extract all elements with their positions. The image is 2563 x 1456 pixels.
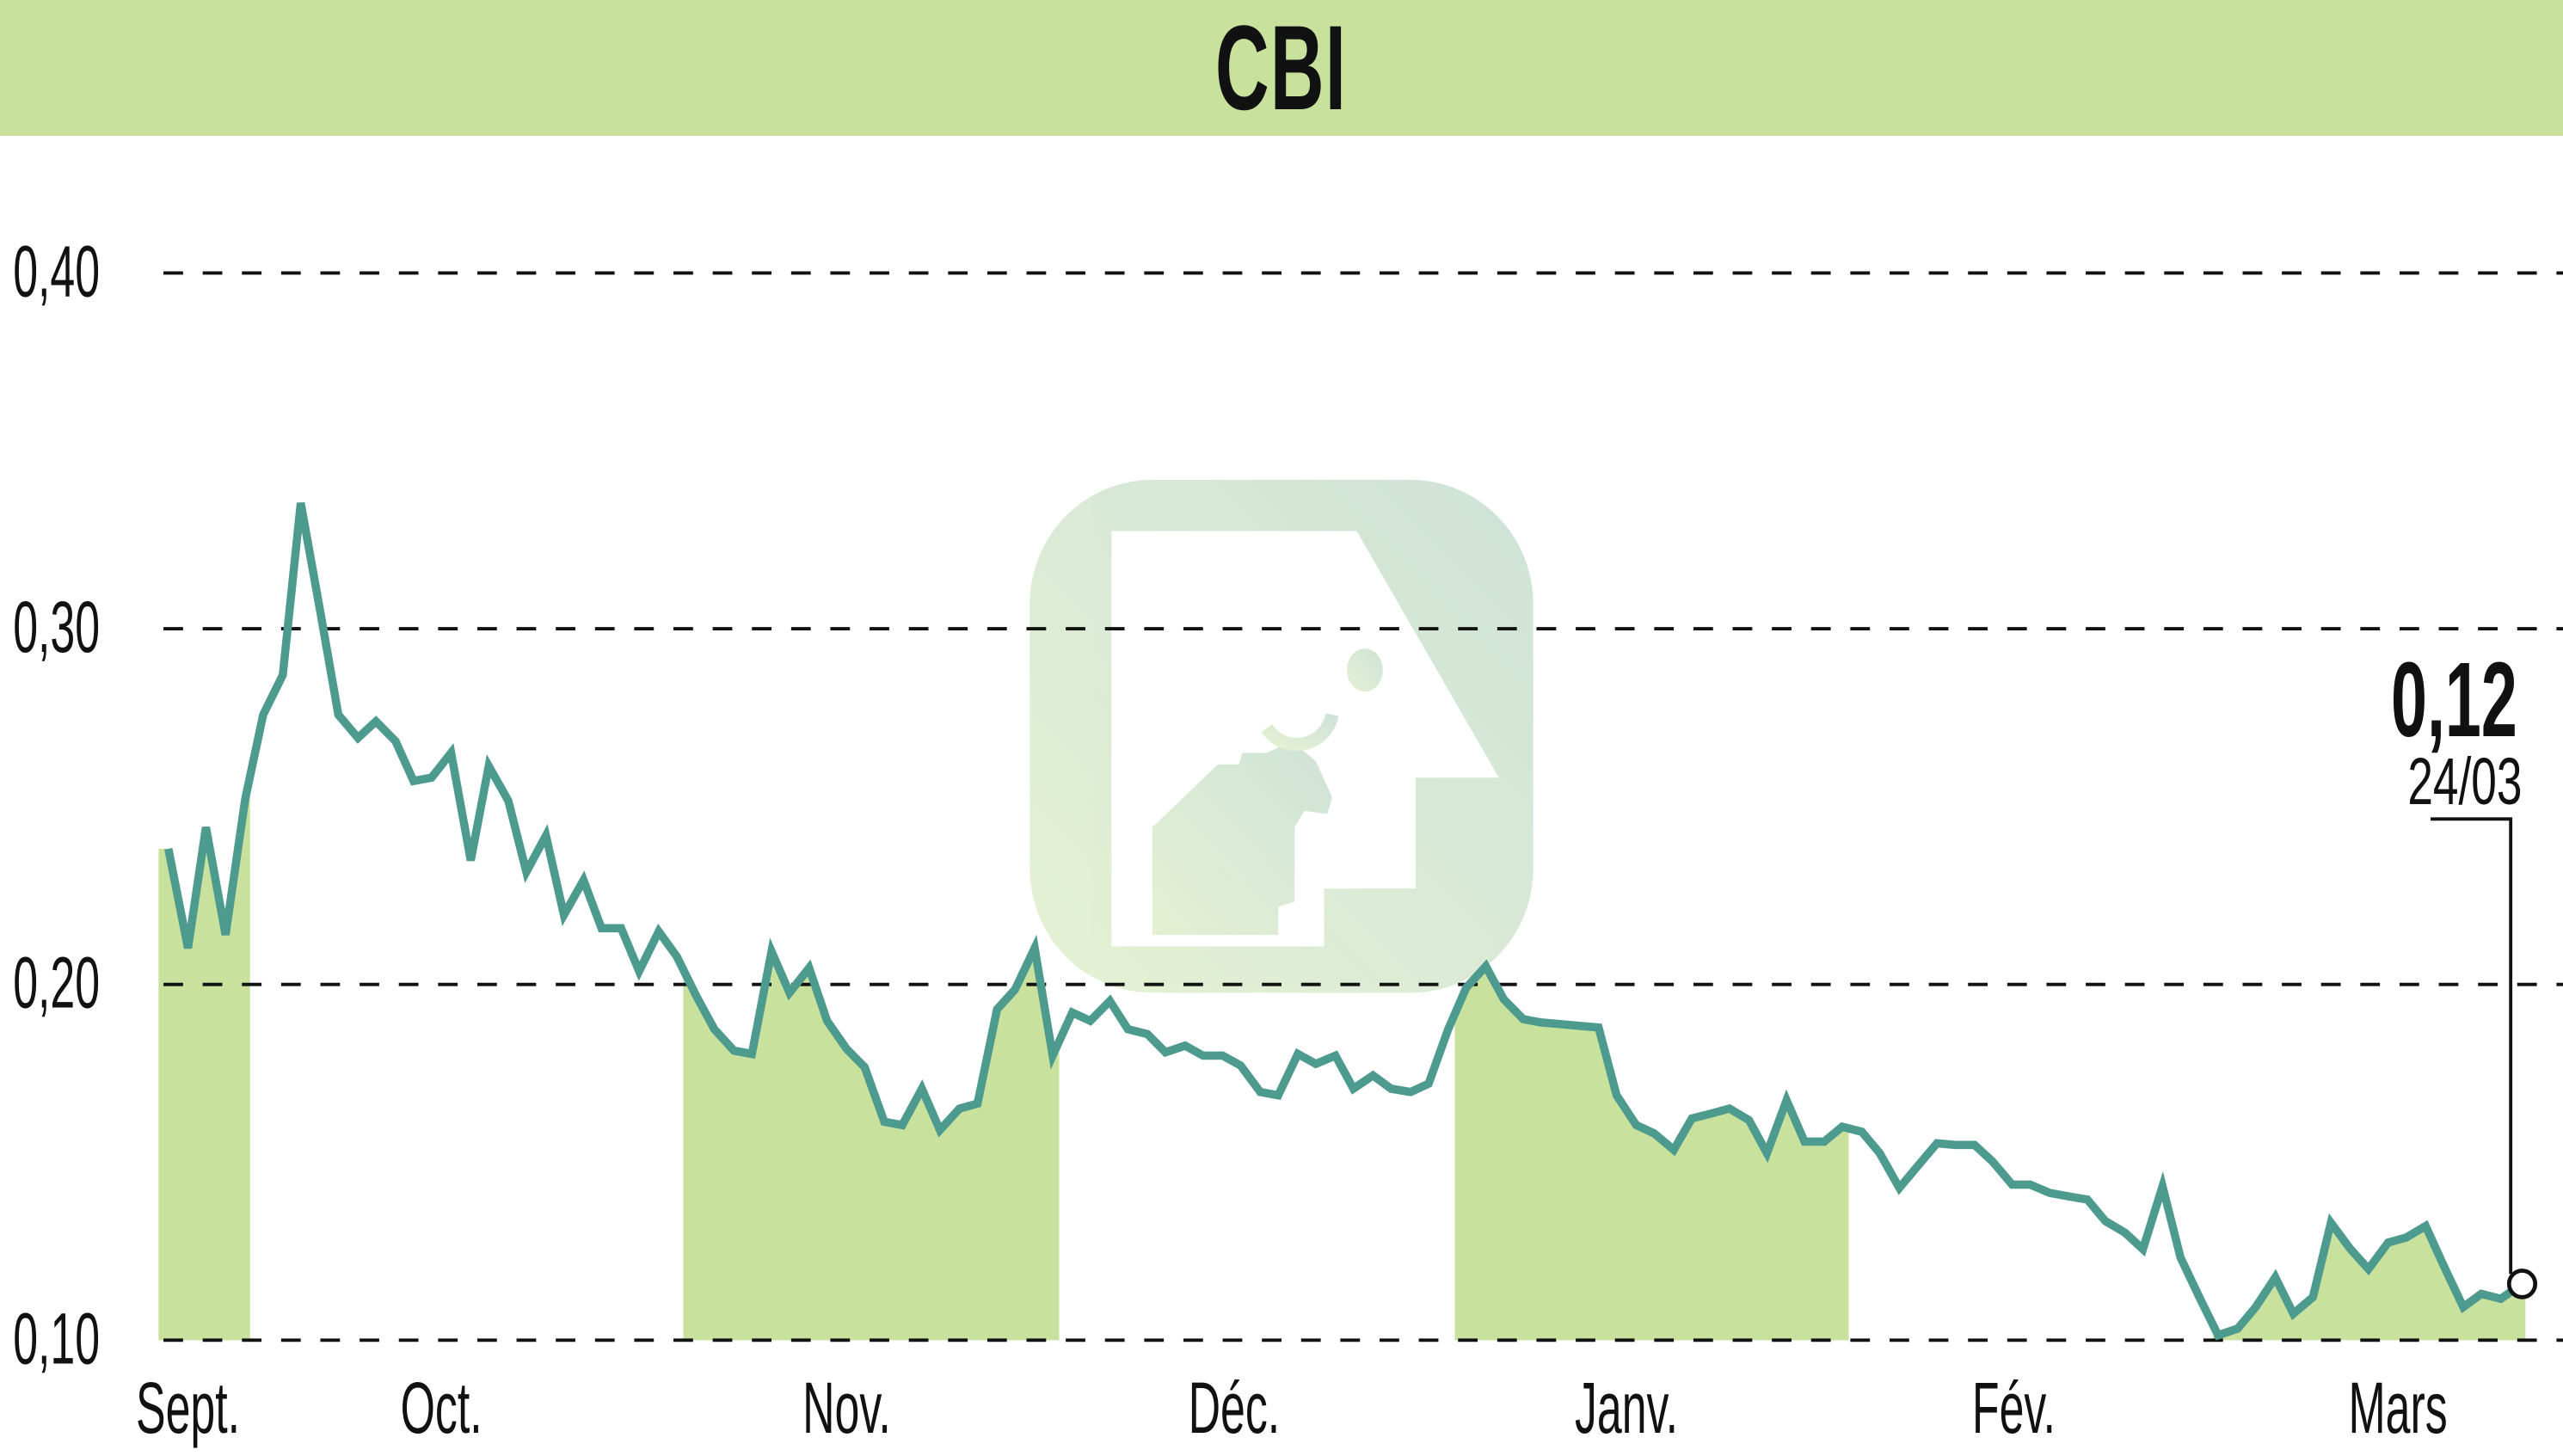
x-tick-label: Nov. — [802, 1367, 891, 1448]
y-tick-label: 0,30 — [13, 586, 100, 667]
price-line — [164, 501, 2525, 1341]
y-tick-label: 0,20 — [13, 941, 100, 1023]
watermark-logo-icon — [1030, 479, 1533, 993]
y-tick-label: 0,40 — [13, 230, 100, 311]
chart-title: CBI — [1215, 0, 1348, 135]
last-value-label: 0,12 — [2391, 641, 2517, 759]
x-axis-labels: Sept. Oct. Nov. Déc. Janv. Fév. Mars — [136, 1367, 2448, 1448]
y-axis-labels: 0,40 0,30 0,20 0,10 — [13, 230, 100, 1379]
month-band — [2213, 1222, 2526, 1341]
last-point-marker — [2506, 1269, 2538, 1299]
x-tick-label: Mars — [2348, 1367, 2447, 1448]
month-band — [1454, 966, 1849, 1341]
x-tick-label: Sept. — [136, 1367, 240, 1448]
y-tick-label: 0,10 — [13, 1297, 100, 1379]
annotation-leader-line — [2431, 817, 2513, 1275]
x-tick-label: Déc. — [1189, 1367, 1281, 1448]
last-value-annotation: 0,12 24/03 — [2391, 641, 2538, 1299]
x-tick-label: Janv. — [1575, 1367, 1678, 1448]
month-band — [683, 948, 1060, 1341]
grid-lines — [163, 271, 2563, 1342]
last-date-label: 24/03 — [2407, 745, 2522, 819]
x-tick-label: Fév. — [1972, 1367, 2056, 1448]
x-tick-label: Oct. — [401, 1367, 482, 1448]
title-bar: CBI — [0, 0, 2563, 136]
